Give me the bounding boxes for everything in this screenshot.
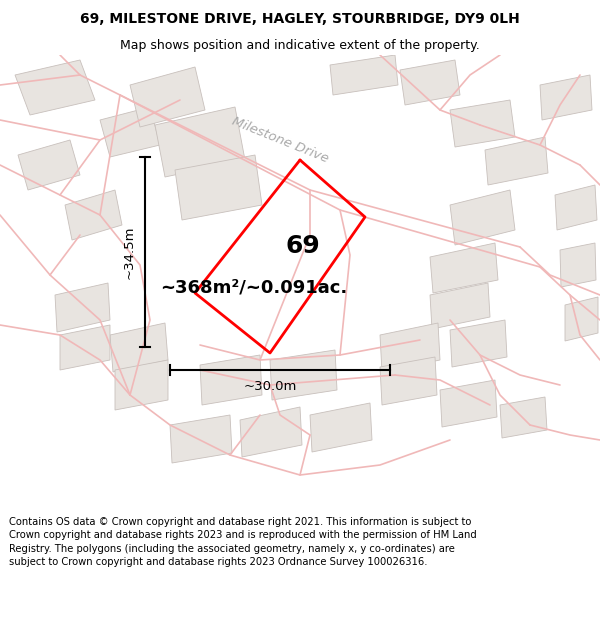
Polygon shape (110, 323, 168, 372)
Polygon shape (130, 67, 205, 127)
Polygon shape (240, 407, 302, 457)
Text: 69: 69 (285, 234, 320, 258)
Polygon shape (430, 243, 498, 293)
Polygon shape (310, 403, 372, 452)
Polygon shape (440, 380, 497, 427)
Polygon shape (100, 107, 160, 157)
Polygon shape (60, 325, 110, 370)
Polygon shape (565, 297, 598, 341)
Polygon shape (380, 357, 437, 405)
Polygon shape (15, 60, 95, 115)
Text: ~30.0m: ~30.0m (244, 381, 296, 394)
Polygon shape (270, 350, 337, 400)
Text: ~368m²/~0.091ac.: ~368m²/~0.091ac. (160, 278, 347, 296)
Polygon shape (115, 360, 168, 410)
Text: Milestone Drive: Milestone Drive (230, 114, 330, 166)
Polygon shape (55, 283, 110, 332)
Text: 69, MILESTONE DRIVE, HAGLEY, STOURBRIDGE, DY9 0LH: 69, MILESTONE DRIVE, HAGLEY, STOURBRIDGE… (80, 12, 520, 26)
Polygon shape (18, 140, 80, 190)
Polygon shape (555, 185, 597, 230)
Polygon shape (430, 283, 490, 329)
Polygon shape (330, 55, 398, 95)
Polygon shape (200, 355, 262, 405)
Polygon shape (65, 190, 122, 240)
Polygon shape (175, 155, 262, 220)
Polygon shape (485, 137, 548, 185)
Polygon shape (400, 60, 460, 105)
Polygon shape (560, 243, 596, 287)
Text: Map shows position and indicative extent of the property.: Map shows position and indicative extent… (120, 39, 480, 51)
Polygon shape (170, 415, 232, 463)
Polygon shape (450, 100, 515, 147)
Polygon shape (500, 397, 547, 438)
Polygon shape (540, 75, 592, 120)
Polygon shape (155, 107, 245, 177)
Text: ~34.5m: ~34.5m (122, 225, 136, 279)
Polygon shape (450, 190, 515, 245)
Text: Contains OS data © Crown copyright and database right 2021. This information is : Contains OS data © Crown copyright and d… (9, 518, 477, 567)
Polygon shape (450, 320, 507, 367)
Polygon shape (380, 323, 440, 372)
